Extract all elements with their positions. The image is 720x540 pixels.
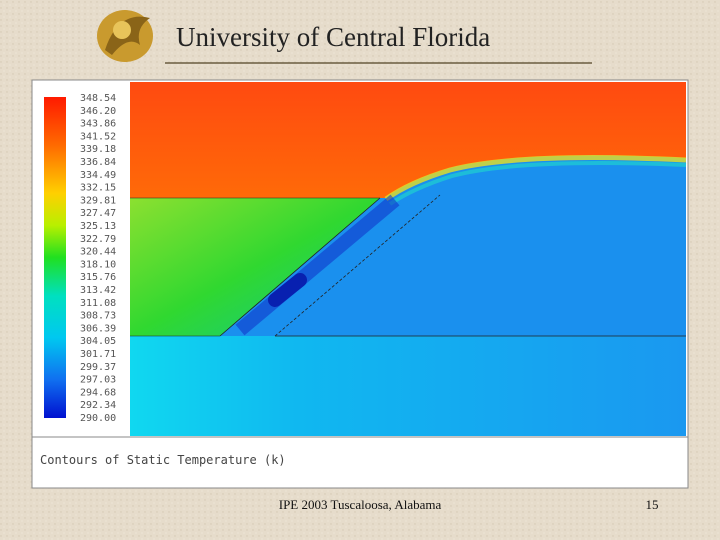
colorbar-label: 348.54 xyxy=(80,93,116,104)
colorbar-label: 320.44 xyxy=(80,247,116,258)
colorbar-label: 306.39 xyxy=(80,323,116,334)
colorbar-label: 290.00 xyxy=(80,413,116,424)
colorbar-label: 322.79 xyxy=(80,234,116,245)
colorbar-label: 294.68 xyxy=(80,387,116,398)
contour-field xyxy=(130,82,687,436)
colorbar-label: 329.81 xyxy=(80,195,116,206)
logo xyxy=(97,10,153,62)
colorbar-label: 299.37 xyxy=(80,362,116,373)
footer-text: IPE 2003 Tuscaloosa, Alabama xyxy=(279,497,442,512)
colorbar-label: 301.71 xyxy=(80,349,116,360)
page-number: 15 xyxy=(646,497,659,512)
colorbar-label: 325.13 xyxy=(80,221,116,232)
colorbar-label: 308.73 xyxy=(80,311,116,322)
colorbar-label: 341.52 xyxy=(80,131,116,142)
colorbar-label: 292.34 xyxy=(80,400,116,411)
caption: Contours of Static Temperature (k) xyxy=(40,453,286,467)
colorbar-label: 346.20 xyxy=(80,106,116,117)
colorbar-label: 327.47 xyxy=(80,208,116,219)
colorbar-label: 318.10 xyxy=(80,259,116,270)
colorbar-label: 336.84 xyxy=(80,157,116,168)
colorbar-label: 297.03 xyxy=(80,375,116,386)
colorbar xyxy=(44,97,66,418)
colorbar-label: 313.42 xyxy=(80,285,116,296)
colorbar-label: 339.18 xyxy=(80,144,116,155)
colorbar-label: 334.49 xyxy=(80,170,116,181)
title: University of Central Florida xyxy=(176,22,490,52)
colorbar-label: 332.15 xyxy=(80,183,116,194)
colorbar-label: 315.76 xyxy=(80,272,116,283)
colorbar-label: 343.86 xyxy=(80,119,116,130)
colorbar-label: 311.08 xyxy=(80,298,116,309)
colorbar-label: 304.05 xyxy=(80,336,116,347)
